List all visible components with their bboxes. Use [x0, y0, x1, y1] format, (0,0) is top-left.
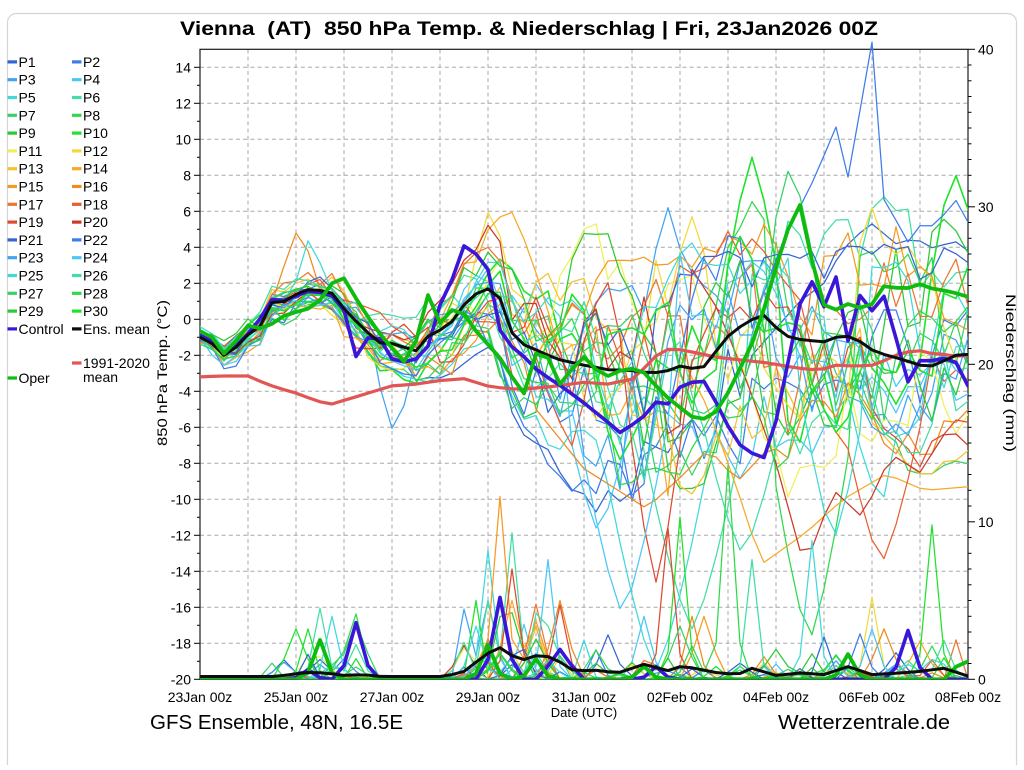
svg-text:P15: P15: [19, 179, 44, 195]
svg-text:P2: P2: [83, 54, 100, 70]
svg-text:12: 12: [175, 95, 191, 111]
svg-text:-20: -20: [171, 671, 191, 687]
svg-text:P20: P20: [83, 214, 108, 230]
svg-text:4: 4: [183, 239, 191, 255]
svg-text:-10: -10: [171, 491, 191, 507]
svg-text:-14: -14: [171, 563, 191, 579]
svg-text:0: 0: [183, 311, 191, 327]
svg-text:Niederschlag (mm): Niederschlag (mm): [1003, 294, 1019, 452]
svg-text:8: 8: [183, 167, 191, 183]
svg-text:04Feb 00z: 04Feb 00z: [743, 689, 809, 705]
svg-text:P14: P14: [83, 161, 108, 177]
svg-text:Vienna (AT) 850 hPa Temp. &: Vienna (AT) 850 hPa Temp. & Niederschlag…: [180, 19, 878, 40]
svg-text:P11: P11: [19, 143, 43, 159]
svg-text:-4: -4: [179, 383, 192, 399]
svg-text:P8: P8: [83, 107, 100, 123]
svg-text:P6: P6: [83, 90, 100, 106]
svg-text:40: 40: [978, 41, 994, 57]
svg-text:P16: P16: [83, 179, 108, 195]
svg-text:Control: Control: [19, 321, 64, 337]
svg-text:P1: P1: [19, 54, 36, 70]
svg-text:02Feb 00z: 02Feb 00z: [647, 689, 713, 705]
svg-text:850 hPa Temp. (°C): 850 hPa Temp. (°C): [154, 300, 170, 446]
svg-text:31Jan 00z: 31Jan 00z: [552, 689, 617, 705]
svg-text:-18: -18: [171, 635, 191, 651]
svg-text:P9: P9: [19, 125, 36, 141]
svg-text:-6: -6: [179, 419, 192, 435]
svg-text:Ens. mean: Ens. mean: [83, 321, 150, 337]
svg-text:30: 30: [978, 199, 994, 215]
svg-text:P30: P30: [83, 303, 108, 319]
svg-text:06Feb 00z: 06Feb 00z: [839, 689, 905, 705]
svg-text:P26: P26: [83, 268, 108, 284]
svg-text:P10: P10: [83, 125, 108, 141]
svg-text:20: 20: [978, 356, 994, 372]
svg-text:-2: -2: [179, 347, 192, 363]
svg-text:Date (UTC): Date (UTC): [551, 705, 617, 720]
svg-text:0: 0: [978, 671, 986, 687]
svg-text:14: 14: [175, 59, 191, 75]
svg-text:P27: P27: [19, 285, 44, 301]
svg-text:P3: P3: [19, 72, 36, 88]
svg-text:Wetterzentrale.de: Wetterzentrale.de: [778, 712, 950, 734]
svg-text:23Jan 00z: 23Jan 00z: [168, 689, 233, 705]
svg-text:P22: P22: [83, 232, 108, 248]
svg-text:P21: P21: [19, 232, 44, 248]
svg-text:10: 10: [175, 131, 191, 147]
svg-text:-12: -12: [171, 527, 191, 543]
svg-text:25Jan 00z: 25Jan 00z: [264, 689, 329, 705]
svg-text:6: 6: [183, 203, 191, 219]
svg-text:29Jan 00z: 29Jan 00z: [456, 689, 521, 705]
svg-text:27Jan 00z: 27Jan 00z: [360, 689, 425, 705]
svg-text:10: 10: [978, 514, 994, 530]
svg-text:P17: P17: [19, 196, 44, 212]
svg-text:P12: P12: [83, 143, 108, 159]
svg-text:-8: -8: [179, 455, 192, 471]
svg-text:P28: P28: [83, 285, 108, 301]
svg-text:P23: P23: [19, 250, 44, 266]
svg-text:1991-2020: 1991-2020: [83, 355, 150, 371]
svg-text:-16: -16: [171, 599, 191, 615]
svg-text:P29: P29: [19, 303, 44, 319]
svg-text:P7: P7: [19, 107, 36, 123]
svg-text:P24: P24: [83, 250, 108, 266]
svg-text:P25: P25: [19, 268, 44, 284]
svg-text:2: 2: [183, 275, 191, 291]
svg-text:P5: P5: [19, 90, 36, 106]
svg-text:P13: P13: [19, 161, 44, 177]
svg-text:mean: mean: [83, 369, 118, 385]
svg-text:Oper: Oper: [19, 370, 50, 386]
svg-text:GFS Ensemble, 48N, 16.5E: GFS Ensemble, 48N, 16.5E: [150, 712, 403, 734]
svg-text:08Feb 00z: 08Feb 00z: [935, 689, 1001, 705]
svg-text:P4: P4: [83, 72, 100, 88]
svg-text:P18: P18: [83, 196, 108, 212]
svg-text:P19: P19: [19, 214, 44, 230]
